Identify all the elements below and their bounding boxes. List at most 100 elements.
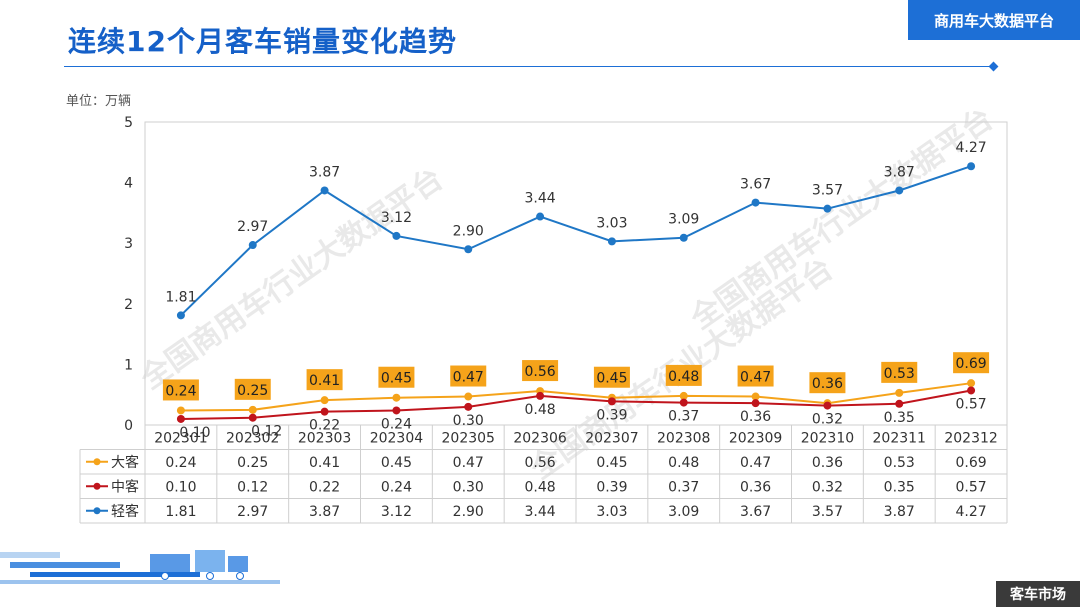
legend-marker (93, 482, 101, 490)
data-point (392, 231, 401, 240)
table-cell: 0.47 (740, 455, 771, 471)
data-label-box (665, 364, 702, 386)
data-label: 0.57 (955, 396, 986, 412)
data-point (751, 198, 760, 207)
table-cell: 0.41 (309, 455, 340, 471)
x-tick-label: 202311 (873, 430, 926, 446)
data-label-box (953, 352, 990, 374)
table-cell: 0.57 (955, 479, 986, 495)
unit-label: 单位：万辆 (66, 94, 132, 109)
data-point (679, 398, 688, 407)
data-label: 0.35 (884, 410, 915, 426)
table-cell: 0.24 (381, 479, 412, 495)
data-point (823, 204, 832, 213)
data-label: 2.97 (237, 219, 268, 235)
data-label: 0.53 (884, 366, 915, 382)
data-point (967, 162, 976, 171)
table-cell: 3.67 (740, 504, 771, 520)
table-cell: 0.48 (524, 479, 555, 495)
data-point (895, 186, 904, 195)
data-label: 0.48 (524, 402, 555, 418)
data-label: 0.47 (740, 370, 771, 386)
y-tick-label: 5 (124, 115, 133, 131)
data-label: 0.45 (596, 371, 627, 387)
footer-section-tag: 客车市场 (996, 581, 1080, 607)
data-label: 0.47 (453, 370, 484, 386)
data-point (464, 392, 473, 401)
data-label: 0.12 (251, 424, 282, 440)
table-cell: 0.37 (668, 479, 699, 495)
x-tick-label: 202308 (657, 430, 710, 446)
data-point (967, 386, 976, 395)
x-tick-label: 202303 (298, 430, 351, 446)
data-label: 3.67 (740, 177, 771, 193)
data-label-box (522, 360, 559, 382)
data-point (536, 391, 545, 400)
table-cell: 0.10 (165, 479, 196, 495)
x-tick-label: 202301 (154, 430, 207, 446)
data-point (392, 406, 401, 415)
data-label: 0.48 (668, 369, 699, 385)
watermark-text: 全国商用车行业大数据平台 (684, 101, 1000, 337)
data-point (679, 233, 688, 242)
series-line (180, 389, 972, 420)
data-point (248, 405, 257, 414)
legend-label: 大客 (111, 454, 139, 471)
data-label: 0.25 (237, 383, 268, 399)
table-cell: 4.27 (955, 504, 986, 520)
data-point (176, 311, 185, 320)
table-cell: 0.35 (884, 479, 915, 495)
table-cell: 0.22 (309, 479, 340, 495)
truck-logo-graphic (0, 550, 280, 584)
data-point (464, 245, 473, 254)
data-point (895, 399, 904, 408)
data-point (679, 391, 688, 400)
table-cell: 3.44 (524, 504, 555, 520)
data-point (823, 401, 832, 410)
table-cell: 0.45 (596, 455, 627, 471)
data-point (967, 379, 976, 388)
watermark-text: 全国商用车行业大数据平台 (134, 161, 450, 397)
legend-marker (93, 507, 101, 515)
series-layer (176, 162, 976, 423)
x-tick-label: 202302 (226, 430, 279, 446)
data-label-box (378, 366, 415, 388)
y-tick-label: 2 (124, 297, 133, 313)
data-label: 3.12 (381, 210, 412, 226)
data-label: 0.36 (740, 409, 771, 425)
brand-badge: 商用车大数据平台 (908, 0, 1080, 40)
data-point (392, 393, 401, 402)
table-cell: 3.03 (596, 504, 627, 520)
table-cell: 0.56 (524, 455, 555, 471)
table-cell: 0.30 (453, 479, 484, 495)
data-label: 3.87 (309, 164, 340, 180)
table-cell: 0.36 (812, 455, 843, 471)
table-cell: 0.25 (237, 455, 268, 471)
data-point (607, 237, 616, 246)
data-label: 4.27 (955, 140, 986, 156)
data-label: 0.69 (955, 356, 986, 372)
data-point (536, 212, 545, 221)
data-label: 0.37 (668, 409, 699, 425)
data-point (176, 414, 185, 423)
data-label: 0.30 (453, 413, 484, 429)
y-tick-label: 0 (124, 418, 133, 434)
data-point (895, 388, 904, 397)
data-label: 0.10 (179, 425, 210, 441)
data-point (320, 396, 329, 405)
table-cell: 2.97 (237, 504, 268, 520)
legend-marker (93, 458, 101, 466)
data-point (320, 186, 329, 195)
data-point (751, 399, 760, 408)
data-label: 3.09 (668, 212, 699, 228)
x-tick-label: 202305 (442, 430, 495, 446)
table-cell: 0.45 (381, 455, 412, 471)
table-cell: 3.57 (812, 504, 843, 520)
table-cell: 0.32 (812, 479, 843, 495)
y-tick-label: 3 (124, 236, 133, 252)
x-tick-label: 202309 (729, 430, 782, 446)
data-label: 2.90 (453, 223, 484, 239)
data-table: 202301 202302 202303 202304 202305 202306 2023… (79, 424, 1008, 524)
data-label: 0.32 (812, 412, 843, 428)
